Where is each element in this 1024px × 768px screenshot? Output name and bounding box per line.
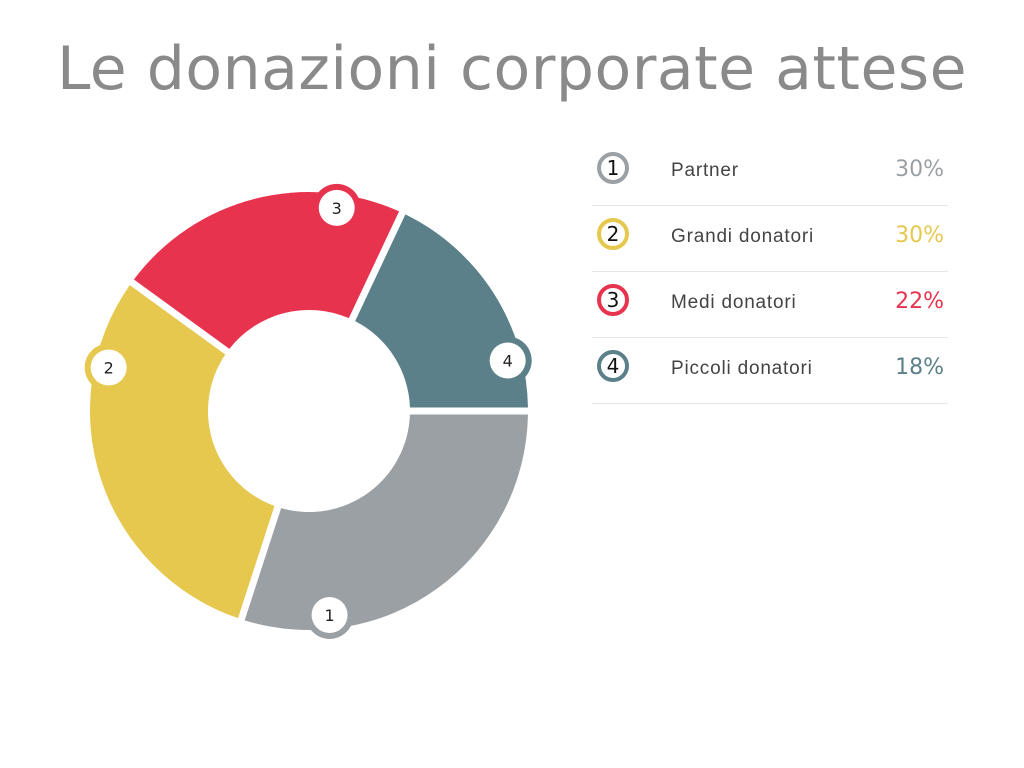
slice-marker-label: 2 (104, 359, 114, 378)
slice-marker-center (489, 342, 526, 379)
legend-value: 22% (895, 289, 944, 314)
legend-marker: 2 (597, 218, 629, 250)
donut-chart: 1 2 3 4 (84, 183, 532, 639)
legend-item: 4 Piccoli donatori 18% (592, 338, 948, 404)
legend-label: Piccoli donatori (671, 358, 813, 379)
legend-marker: 4 (597, 350, 629, 382)
slice-markers: 1 2 3 4 (84, 183, 532, 639)
chart-title: Le donazioni corporate attese (56, 34, 968, 104)
slice-marker-1: 1 (305, 590, 354, 639)
slice-marker-label: 3 (332, 199, 342, 218)
legend-label: Medi donatori (671, 292, 797, 313)
legend-label: Partner (671, 160, 739, 181)
donut-slices (90, 192, 528, 630)
legend-item: 2 Grandi donatori 30% (592, 206, 948, 272)
slice-marker-4: 4 (483, 336, 532, 385)
legend-value: 18% (895, 355, 944, 380)
legend-item: 1 Partner 30% (592, 140, 948, 206)
legend-marker: 3 (597, 284, 629, 316)
legend-marker: 1 (597, 152, 629, 184)
donut-slice-1 (244, 414, 528, 630)
slice-marker-2: 2 (84, 343, 133, 392)
donut-slice-2 (90, 285, 275, 619)
legend-label: Grandi donatori (671, 226, 814, 247)
slice-marker-center (318, 189, 355, 226)
legend-item: 3 Medi donatori 22% (592, 272, 948, 338)
legend-value: 30% (895, 157, 944, 182)
legend: 1 Partner 30% 2 Grandi donatori 30% 3 Medi dona… (592, 140, 948, 404)
slice-marker-3: 3 (312, 183, 361, 232)
legend-value: 30% (895, 223, 944, 248)
slice-marker-center (90, 349, 127, 386)
slice-marker-label: 4 (503, 352, 513, 371)
slice-marker-center (311, 596, 348, 633)
slice-marker-label: 1 (324, 606, 334, 625)
